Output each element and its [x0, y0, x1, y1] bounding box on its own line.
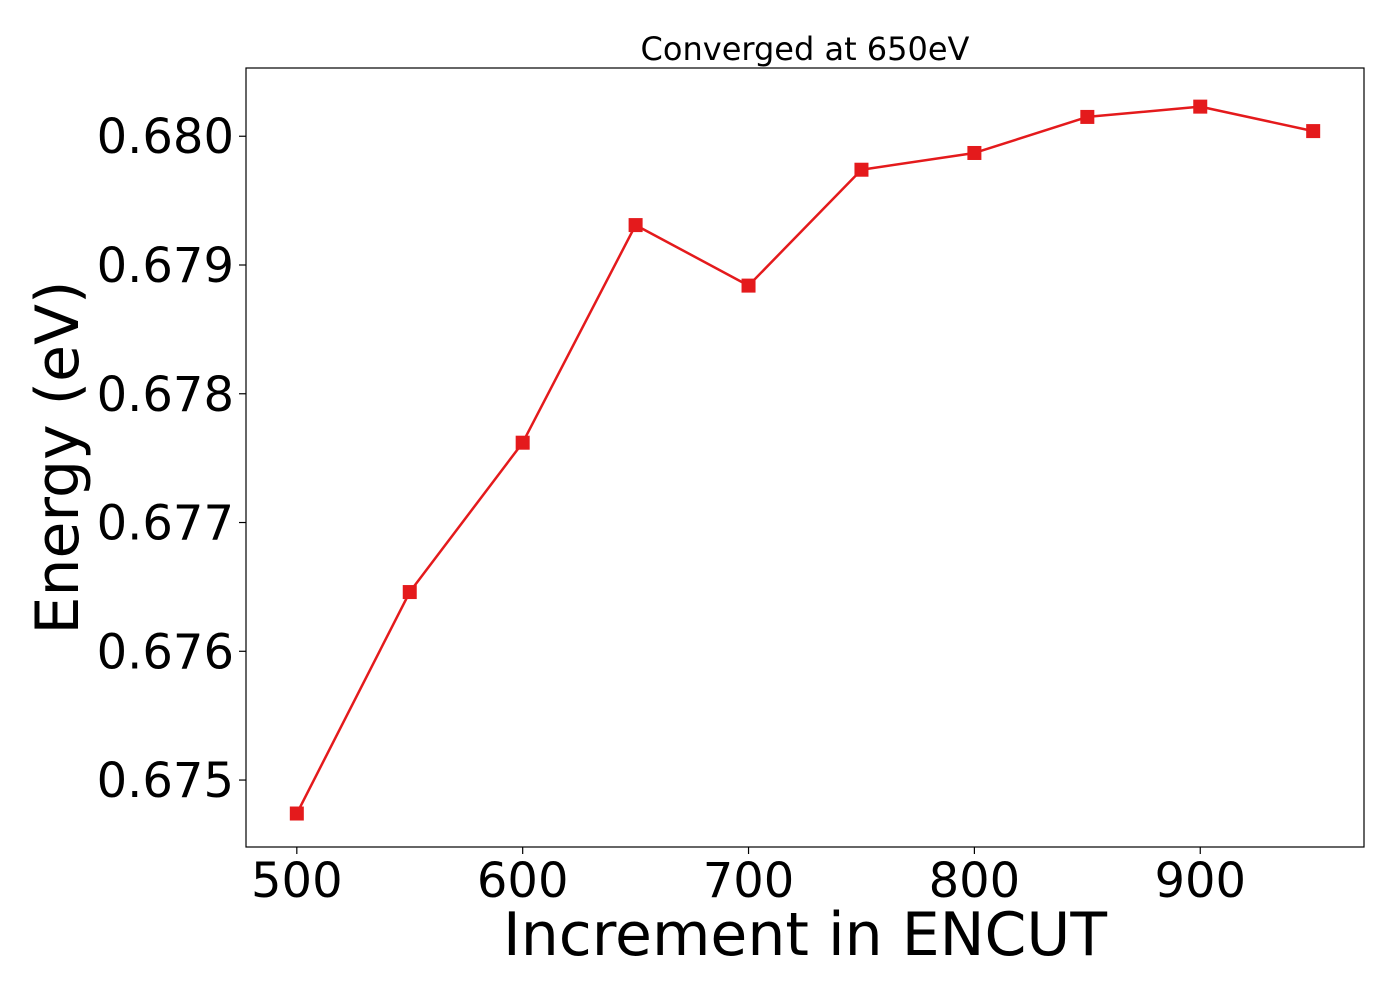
data-point-marker [967, 145, 982, 160]
data-point-marker [402, 585, 417, 600]
x-tick-label: 600 [477, 853, 569, 909]
data-point-marker [515, 435, 530, 450]
data-point-marker [289, 806, 304, 821]
data-point-marker [1306, 124, 1321, 139]
y-tick-label: 0.679 [97, 238, 234, 294]
x-tick-label: 700 [703, 853, 795, 909]
y-tick-label: 0.676 [97, 624, 234, 680]
data-point-marker [741, 278, 756, 293]
x-tick-label: 500 [251, 853, 343, 909]
x-tick-label: 800 [929, 853, 1021, 909]
data-point-marker [1193, 99, 1208, 114]
data-point-marker [1080, 109, 1095, 124]
y-tick-label: 0.680 [97, 109, 234, 165]
plot-frame [245, 67, 1365, 848]
y-tick-label: 0.677 [97, 496, 234, 552]
chart-title: Converged at 650eV [641, 30, 970, 68]
series-layer [289, 99, 1321, 821]
series-line [295, 105, 1314, 815]
ticks-layer: 500 600 700 800 900 0.675 0.676 0.677 0.678 0.679… [97, 109, 1246, 909]
y-tick-label: 0.678 [97, 367, 234, 423]
data-point-marker [854, 162, 869, 177]
data-point-marker [628, 218, 643, 233]
y-axis-label: Energy (eV) [23, 281, 93, 635]
x-axis-label: Increment in ENCUT [503, 900, 1107, 970]
x-tick-label: 900 [1154, 853, 1246, 909]
y-tick-label: 0.675 [97, 753, 234, 809]
